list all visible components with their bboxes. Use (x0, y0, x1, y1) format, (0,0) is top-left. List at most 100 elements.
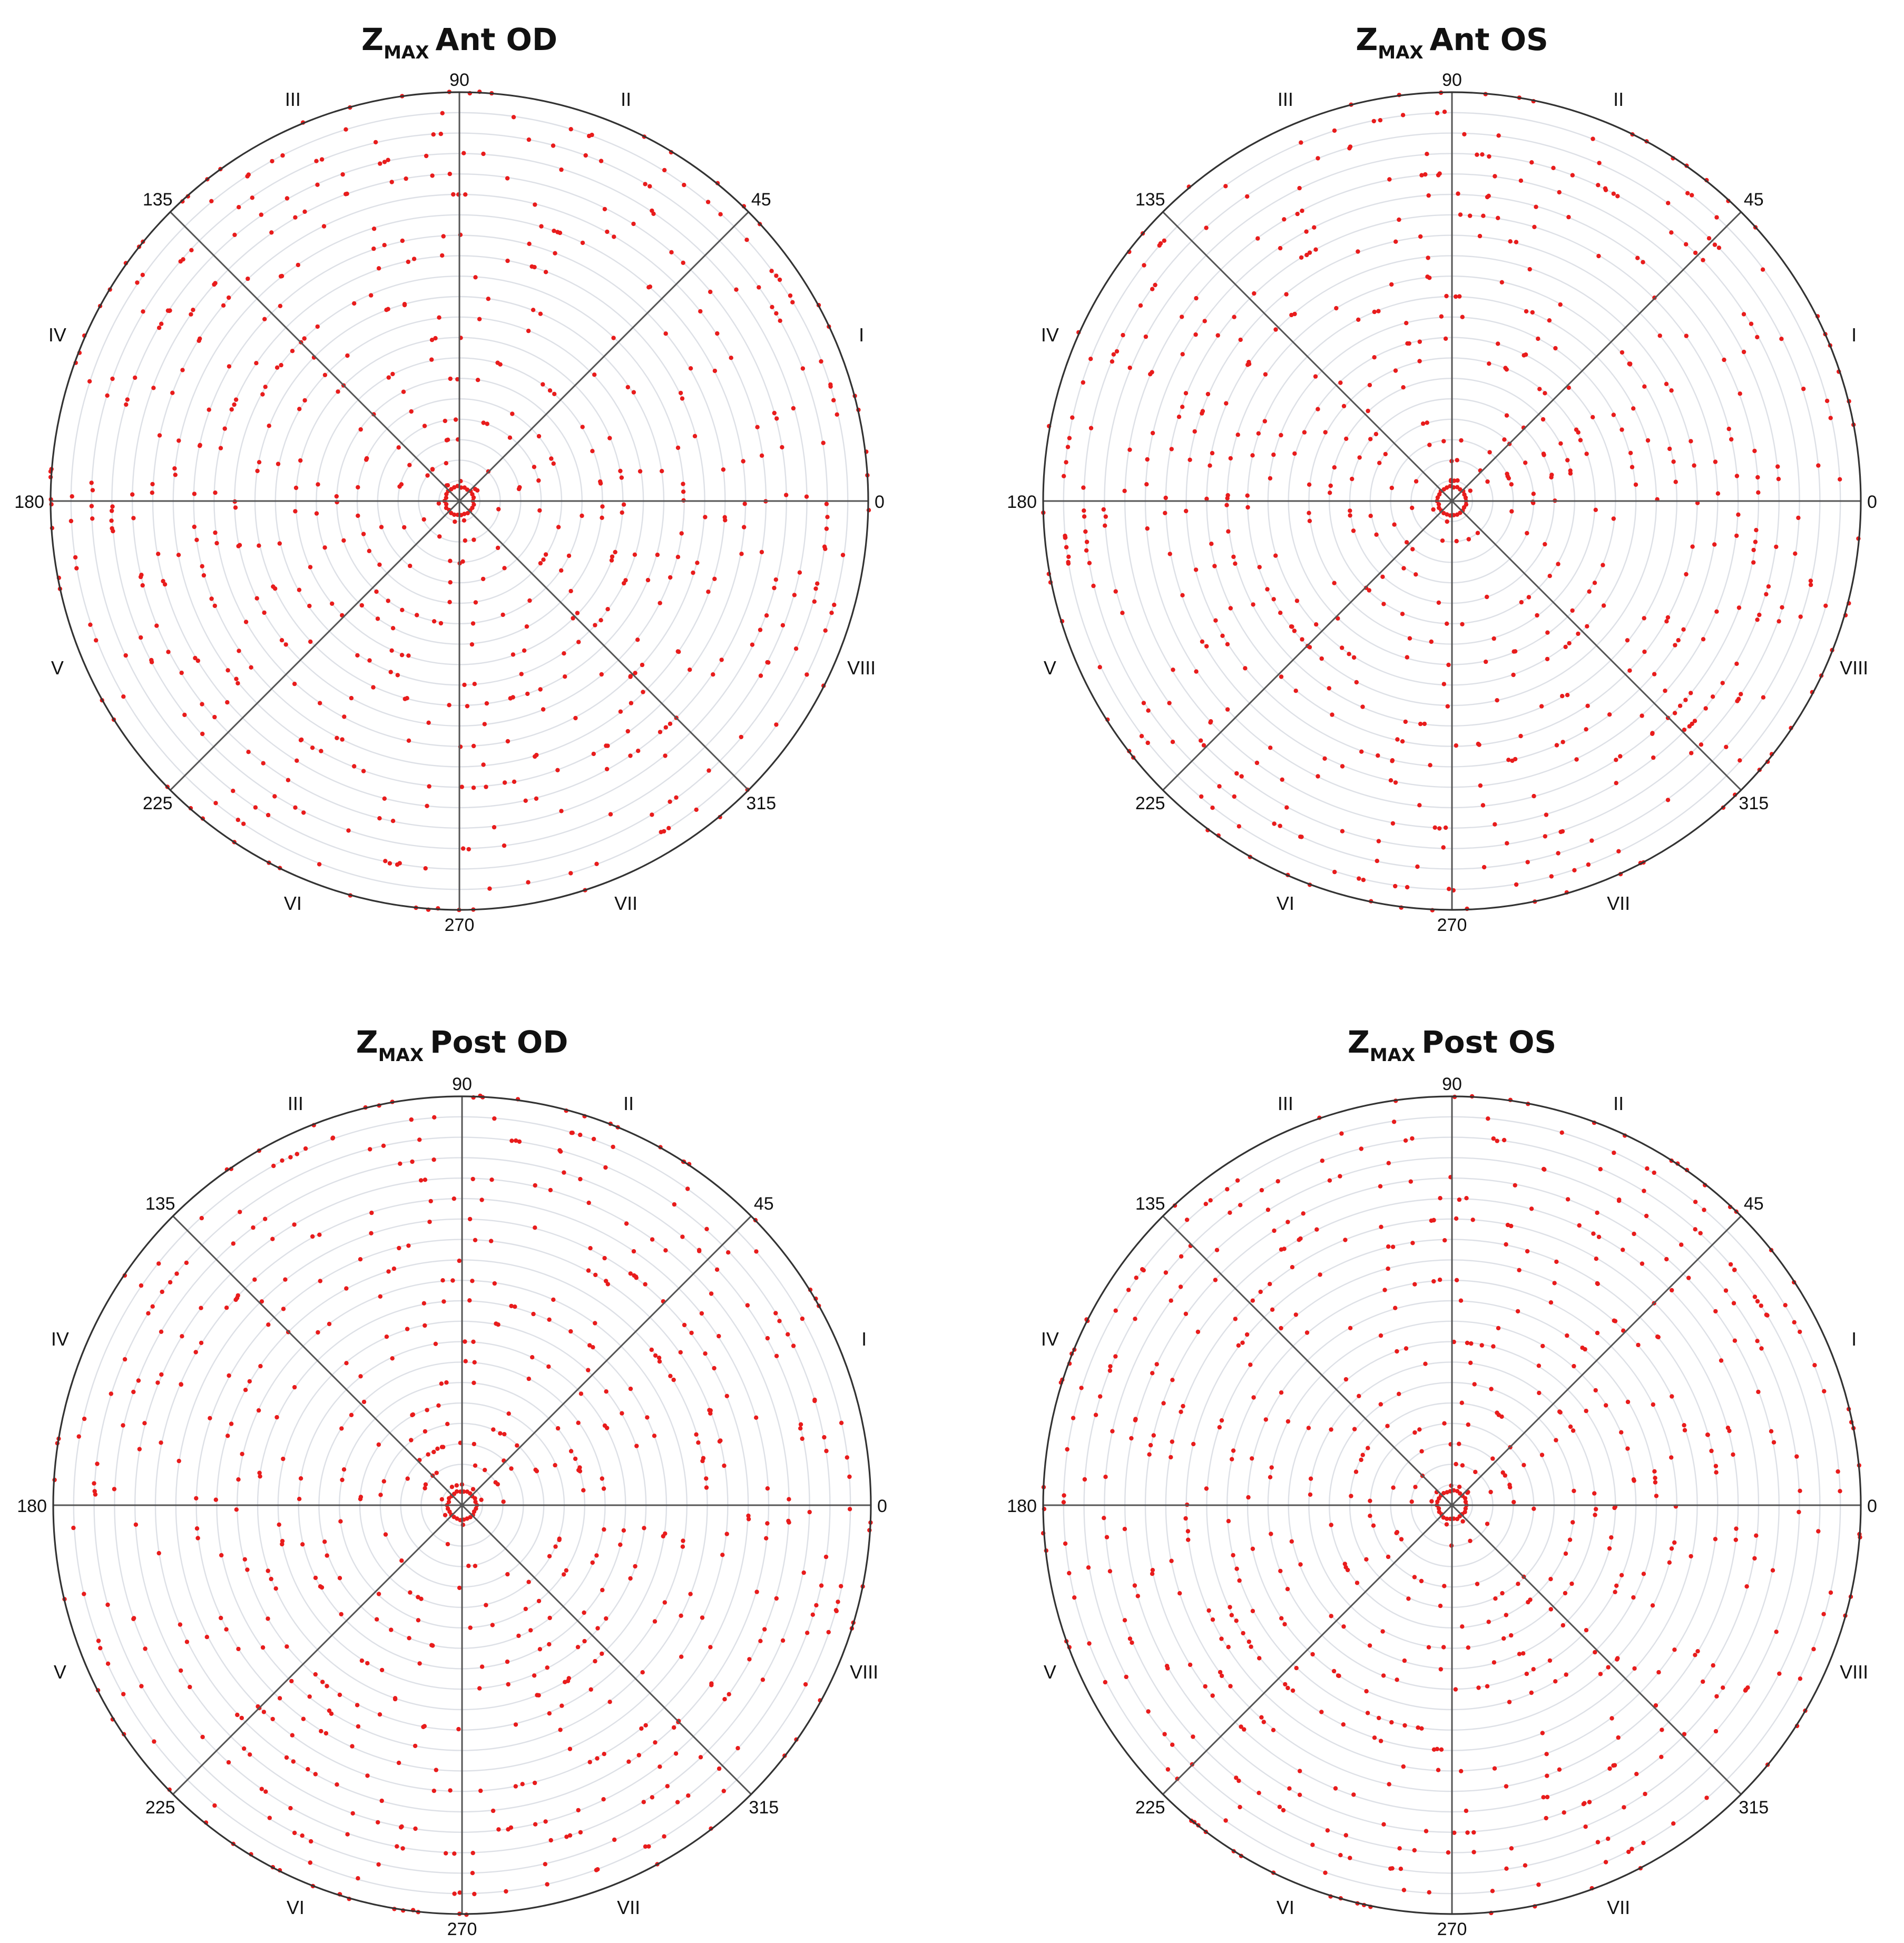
data-point (1219, 1418, 1224, 1423)
data-point (1441, 845, 1446, 850)
data-point (266, 812, 271, 818)
data-point (1390, 1244, 1396, 1249)
data-point (502, 780, 507, 785)
data-point (822, 1435, 827, 1440)
data-point (371, 246, 376, 251)
data-point (1372, 1735, 1377, 1740)
data-point (136, 1378, 141, 1383)
data-point (506, 1411, 511, 1416)
data-point (194, 1496, 199, 1501)
data-point (1438, 1603, 1443, 1608)
data-point (93, 1492, 98, 1497)
data-point (1471, 1850, 1476, 1854)
data-point (1390, 1866, 1395, 1871)
data-point (739, 552, 744, 556)
data-point (576, 1420, 581, 1425)
data-point (105, 393, 110, 398)
data-point (448, 376, 453, 381)
data-point (1139, 734, 1144, 739)
data-point (1607, 712, 1612, 717)
data-point (578, 1391, 584, 1396)
data-point (1065, 1447, 1069, 1452)
data-point (826, 1630, 831, 1635)
data-point (1460, 1624, 1465, 1629)
data-point (1279, 433, 1283, 438)
data-point (1532, 793, 1536, 799)
data-point (1622, 1805, 1626, 1810)
data-point (472, 537, 476, 542)
data-point (1245, 194, 1250, 199)
data-point (1486, 1620, 1491, 1624)
data-point (1724, 744, 1729, 750)
data-point (507, 435, 513, 440)
data-point (92, 1481, 96, 1486)
data-point (110, 504, 115, 509)
data-point (1200, 639, 1205, 644)
polar-panel-post-os: ZMAX Post OS04590135180225270315IIIIIIIVV… (1007, 1024, 1877, 1939)
data-point (527, 241, 532, 246)
data-point (1641, 1840, 1646, 1846)
data-point (1798, 1488, 1802, 1493)
data-point (1416, 1725, 1420, 1730)
data-point (463, 192, 468, 197)
data-point (1731, 1452, 1735, 1457)
data-point (1567, 641, 1572, 646)
data-point (98, 1646, 103, 1651)
data-point (1262, 419, 1267, 424)
data-point (618, 709, 623, 714)
data-point (1666, 201, 1671, 205)
data-point (528, 1628, 533, 1633)
data-point (1307, 518, 1312, 523)
data-point (509, 1139, 514, 1143)
data-point (315, 182, 320, 187)
data-point (1257, 565, 1262, 570)
data-point (1713, 1464, 1719, 1468)
data-point (1082, 514, 1087, 519)
data-point (1496, 133, 1501, 138)
data-point (784, 493, 789, 497)
data-point (1606, 1665, 1611, 1670)
data-point (176, 1458, 181, 1464)
data-point (1405, 885, 1410, 890)
data-point (1490, 1889, 1495, 1893)
data-point (1165, 1666, 1170, 1671)
data-point (473, 1463, 478, 1468)
data-point (628, 674, 633, 679)
data-point (1491, 1344, 1496, 1349)
data-point (365, 1661, 370, 1666)
data-point (1578, 438, 1583, 443)
data-point (1397, 1391, 1401, 1396)
data-point (246, 276, 250, 281)
data-point (139, 1283, 144, 1288)
data-point (446, 1499, 452, 1504)
data-point (1459, 1400, 1464, 1405)
data-point (1259, 1188, 1264, 1193)
data-point (1468, 213, 1473, 218)
data-point (1171, 668, 1175, 672)
data-point (628, 1271, 633, 1276)
data-point (547, 1554, 552, 1558)
data-point (482, 722, 487, 727)
data-point (1245, 505, 1250, 510)
data-point (460, 846, 466, 851)
data-point (591, 1136, 596, 1142)
data-point (1684, 242, 1689, 247)
data-point (1202, 319, 1207, 323)
data-point (1438, 1196, 1442, 1201)
data-point (472, 502, 476, 507)
data-point (240, 1451, 244, 1456)
data-point (1101, 507, 1106, 512)
data-point (1553, 1679, 1558, 1684)
data-point (1364, 1689, 1369, 1694)
octant-label-II: II (623, 1093, 634, 1114)
data-point (1210, 450, 1215, 456)
data-point (1514, 882, 1519, 887)
data-point (1596, 1234, 1602, 1239)
octant-label-VII: VII (617, 1897, 640, 1918)
data-point (1403, 719, 1408, 724)
data-point (562, 651, 566, 656)
data-point (1380, 574, 1385, 580)
data-point (1284, 292, 1289, 297)
data-point (139, 573, 144, 577)
